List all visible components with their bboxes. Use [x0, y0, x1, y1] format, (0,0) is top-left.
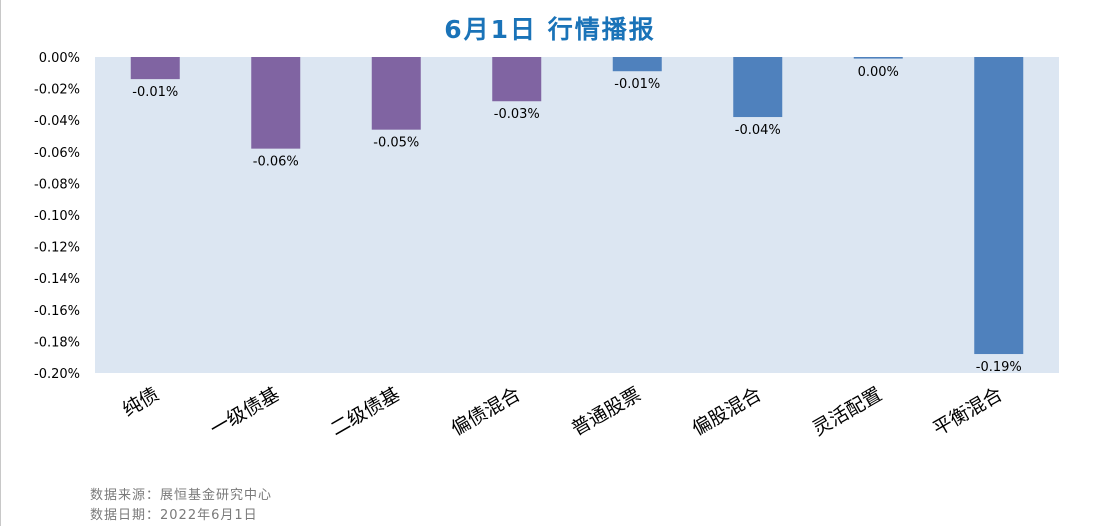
y-tick-label: -0.14%	[34, 272, 80, 287]
y-tick-label: -0.10%	[34, 209, 80, 224]
category-label: 普通股票	[568, 383, 645, 440]
category-label: 纯债	[119, 383, 163, 421]
date-note: 数据日期：2022年6月1日	[90, 508, 258, 523]
left-border	[0, 0, 1, 526]
bar-value-label: -0.05%	[373, 136, 419, 151]
source-note: 数据来源：展恒基金研究中心	[90, 488, 273, 503]
bar-value-label: -0.03%	[494, 107, 540, 122]
y-tick-label: -0.04%	[34, 114, 80, 129]
category-label: 二级债基	[327, 383, 404, 440]
plot-area	[95, 57, 1059, 373]
category-label: 偏股混合	[688, 383, 765, 440]
bar	[130, 57, 180, 80]
y-tick-label: -0.12%	[34, 241, 80, 256]
bar	[612, 57, 662, 72]
bar	[974, 57, 1024, 355]
category-label: 平衡混合	[929, 383, 1006, 440]
category-label: 灵活配置	[809, 383, 886, 440]
bar-value-label: -0.01%	[614, 77, 660, 92]
y-tick-label: -0.16%	[34, 304, 80, 319]
category-label: 偏债混合	[447, 383, 524, 440]
y-tick-label: -0.18%	[34, 335, 80, 350]
bar	[251, 57, 301, 149]
y-tick-label: -0.06%	[34, 146, 80, 161]
bar-value-label: 0.00%	[858, 65, 899, 80]
bar	[492, 57, 542, 102]
chart-title: 6月1日 行情播报	[444, 15, 656, 44]
bar	[371, 57, 421, 130]
bar	[733, 57, 783, 118]
bar-value-label: -0.19%	[976, 360, 1022, 375]
bar	[853, 57, 903, 59]
y-tick-label: -0.08%	[34, 177, 80, 192]
y-tick-label: -0.02%	[34, 83, 80, 98]
category-label: 一级债基	[206, 383, 283, 440]
bar-value-label: -0.04%	[735, 123, 781, 138]
bar-value-label: -0.06%	[253, 155, 299, 170]
y-tick-label: 0.00%	[39, 51, 80, 66]
y-tick-label: -0.20%	[34, 367, 80, 382]
bar-value-label: -0.01%	[132, 85, 178, 100]
